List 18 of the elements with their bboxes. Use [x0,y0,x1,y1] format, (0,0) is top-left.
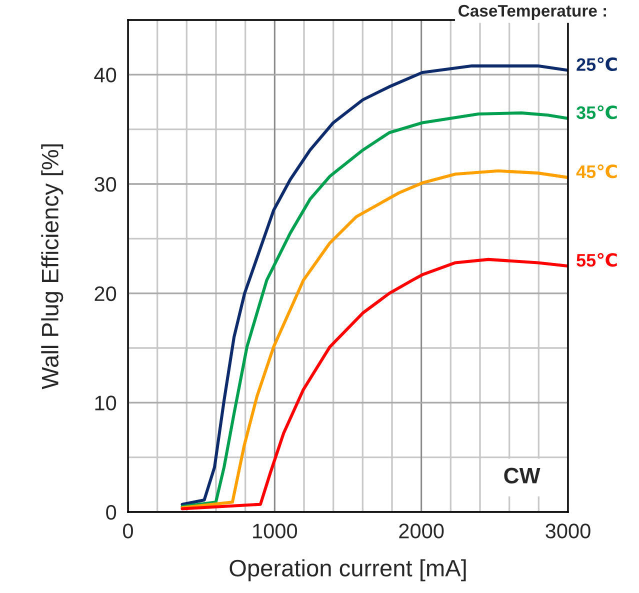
y-tick-label: 20 [94,286,116,302]
y-tick-label: 40 [94,68,116,82]
series-label: 55℃ [576,252,617,267]
y-tick-label: 0 [106,505,116,520]
legend-title: CaseTemperature : [458,4,606,20]
annotation: CW [504,468,540,484]
series-label: 35℃ [576,105,617,120]
x-tick-label: 0 [123,524,133,538]
x-tick-label: 1000 [253,524,298,538]
x-tick-label: 3000 [546,524,590,538]
y-tick-label: 10 [95,396,116,410]
series-label: 25℃ [576,57,617,72]
x-tick-label: 2000 [399,524,444,538]
x-axis-title: Operation current [mA] [230,559,466,582]
line-series [180,258,568,510]
y-tick-label: 30 [94,177,116,192]
y-axis-title: Wall Plug Efficiency [%] [41,144,64,390]
series-label: 45℃ [576,164,617,178]
